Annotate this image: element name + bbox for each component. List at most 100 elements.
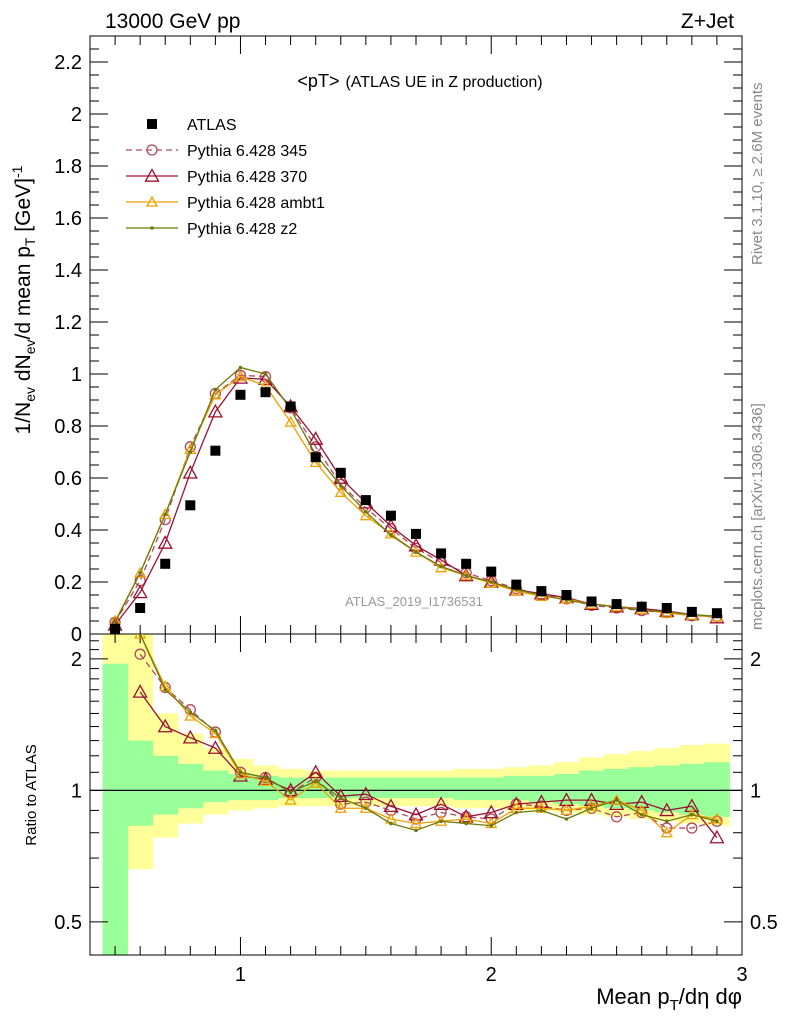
data-point <box>583 792 600 806</box>
data-point <box>536 586 547 597</box>
data-point <box>213 728 218 733</box>
legend-label: Pythia 6.428 345 <box>187 143 307 160</box>
data-point <box>464 821 468 826</box>
data-point <box>110 623 121 634</box>
data-point <box>358 786 374 801</box>
data-point <box>639 812 644 817</box>
y-tick-label: 0.4 <box>54 520 82 542</box>
data-point <box>163 687 168 692</box>
uncertainty-band-inner <box>152 755 179 815</box>
y-tick-label: 1.8 <box>54 156 82 178</box>
data-point <box>711 608 722 619</box>
data-point <box>182 729 198 744</box>
data-point <box>614 798 619 802</box>
data-point <box>207 740 223 754</box>
ratio-y-axis-label: Ratio to ATLAS <box>23 744 40 845</box>
y-tick-label: 0.8 <box>54 416 82 438</box>
data-point <box>561 590 572 600</box>
ratio-panel: 1 2 3 0.5 0.5 1 1 2 2 <box>54 633 778 986</box>
data-point <box>238 770 243 775</box>
ratio-y-tick-label: 0.5 <box>54 912 82 934</box>
data-point <box>385 510 396 521</box>
data-point <box>408 806 424 821</box>
data-point <box>661 603 672 613</box>
uncertainty-band-inner <box>553 774 580 805</box>
rivet-version-label: Rivet 3.1.10, ≥ 2.6M events <box>749 83 766 266</box>
data-point <box>414 550 418 554</box>
uncertainty-band-inner <box>428 777 455 799</box>
y-tick-label: 1.6 <box>54 208 82 230</box>
legend-label: Pythia 6.428 ambt1 <box>187 195 325 212</box>
x-tick-label: 2 <box>486 964 497 986</box>
uncertainty-band-inner <box>403 777 430 799</box>
data-point <box>709 829 725 844</box>
data-point <box>138 571 142 575</box>
data-point <box>389 533 393 537</box>
data-point <box>364 510 368 514</box>
y-tick-label: 2 <box>71 104 82 126</box>
data-point <box>259 774 272 786</box>
data-point <box>210 445 221 456</box>
data-point <box>664 819 669 824</box>
uncertainty-band-inner <box>328 777 354 799</box>
source-label: mcplots.cern.ch [arXiv:1306.3436] <box>749 403 766 630</box>
data-point <box>185 500 196 511</box>
uncertainty-band-inner <box>478 777 505 801</box>
analysis-id-label: ATLAS_2019_I1736531 <box>345 594 483 609</box>
data-point <box>409 817 423 829</box>
legend-entry: ATLAS <box>147 117 237 134</box>
data-point <box>209 727 222 739</box>
uncertainty-band-inner <box>629 767 655 811</box>
uncertainty-band-inner <box>303 777 329 799</box>
data-point <box>439 564 443 569</box>
y-tick-label: 0.2 <box>54 572 82 594</box>
data-point <box>132 684 148 698</box>
data-point <box>334 485 347 497</box>
data-point <box>611 599 622 610</box>
data-point <box>157 718 173 733</box>
data-point <box>310 452 321 463</box>
legend-entry: Pythia 6.428 345 <box>126 143 307 160</box>
data-point <box>610 793 623 805</box>
uncertainty-band-inner <box>503 775 530 801</box>
uncertainty-band-inner <box>378 777 404 799</box>
data-point <box>160 558 171 569</box>
uncertainty-band-inner <box>202 770 229 803</box>
energy-label: 13000 GeV pp <box>105 10 240 33</box>
main-y-axis-label: 1/Nev dNev/d mean pT [GeV]-1 <box>9 165 38 434</box>
main-panel: <pT> (ATLAS UE in Z production) ATLAS_201… <box>54 35 743 646</box>
data-point <box>535 801 548 813</box>
ratio-y-tick-label-right: 2 <box>750 649 761 671</box>
data-point <box>560 804 573 816</box>
data-point <box>207 403 223 418</box>
uncertainty-band-inner <box>528 775 555 803</box>
data-point <box>439 819 443 824</box>
data-point <box>234 370 247 382</box>
plot-title-symbol: <pT> <box>297 71 339 91</box>
data-point <box>132 584 148 599</box>
legend-entry: Pythia 6.428 370 <box>126 168 307 186</box>
plot-subtitle: (ATLAS UE in Z production) <box>345 74 542 91</box>
ratio-series-group <box>132 634 725 844</box>
data-point <box>411 528 421 539</box>
data-point <box>284 415 297 427</box>
data-point <box>461 558 472 569</box>
uncertainty-band-inner <box>177 763 204 809</box>
process-label: Z+Jet <box>681 10 734 33</box>
series-line <box>139 634 718 832</box>
data-point <box>610 811 623 823</box>
data-point <box>338 484 343 488</box>
y-tick-label: 1 <box>71 364 82 386</box>
data-point <box>263 372 268 376</box>
ratio-y-tick-label-right: 0.5 <box>750 912 778 934</box>
data-point <box>686 822 698 834</box>
ratio-y-tick-label-right: 1 <box>750 780 761 802</box>
data-point <box>235 389 246 400</box>
legend-entry: Pythia 6.428 z2 <box>126 221 297 238</box>
data-point <box>514 810 519 815</box>
data-point <box>188 450 193 454</box>
data-point <box>489 580 494 584</box>
data-point <box>288 790 293 795</box>
data-point <box>338 796 343 800</box>
data-point <box>163 512 168 517</box>
